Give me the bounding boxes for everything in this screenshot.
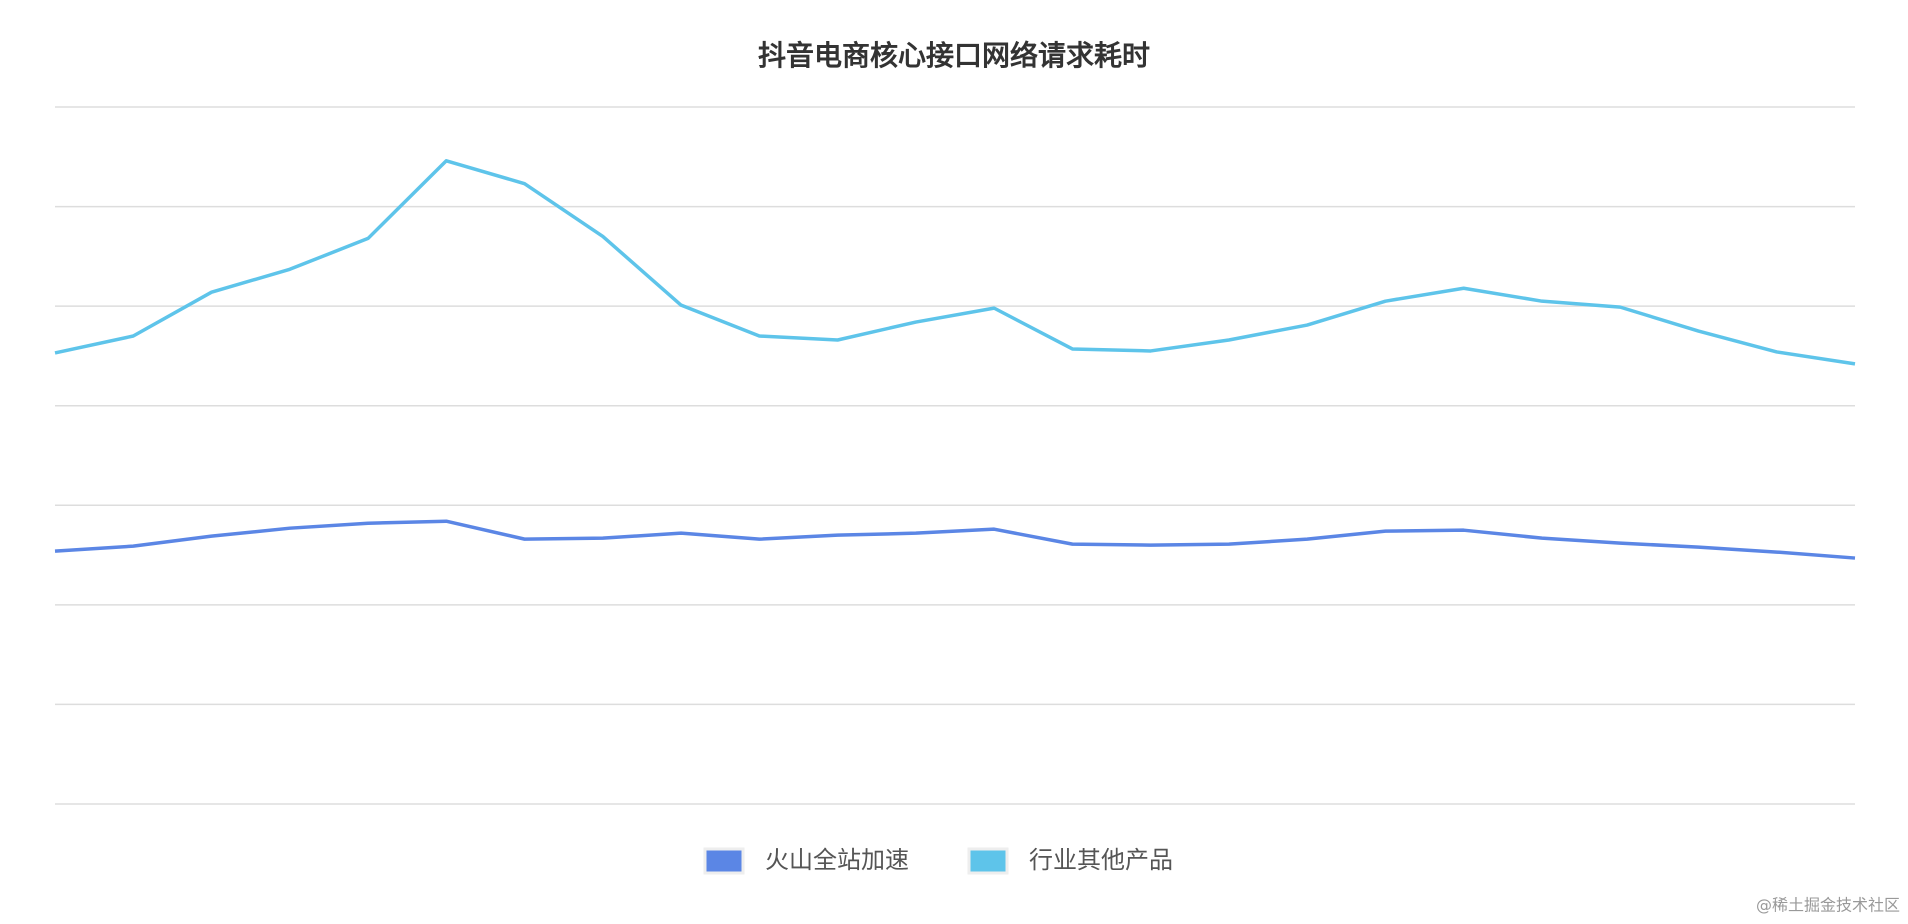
- legend-label: 火山全站加速: [765, 846, 909, 874]
- line-series: [54, 159, 1856, 366]
- line-series: [54, 519, 1856, 560]
- watermark: @稀土掘金技术社区: [1756, 896, 1900, 915]
- legend-swatch: [967, 847, 1009, 875]
- legend-label: 行业其他产品: [1029, 846, 1173, 874]
- legend-swatch: [703, 847, 745, 875]
- chart-title: 抖音电商核心接口网络请求耗时: [758, 39, 1150, 72]
